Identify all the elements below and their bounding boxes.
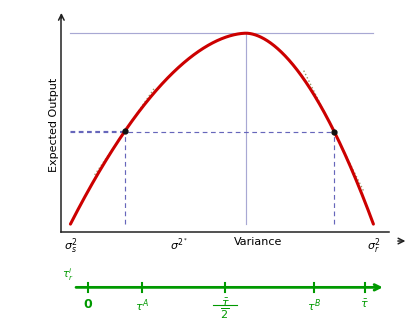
Text: $\tau^A$: $\tau^A$ (135, 297, 148, 314)
Text: $\tau^B$: $\tau^B$ (307, 297, 321, 314)
Text: $\bar{\tau}$: $\bar{\tau}$ (220, 297, 229, 309)
Text: $\overline{2}$: $\overline{2}$ (220, 307, 229, 321)
Text: $\bar{\tau}$: $\bar{\tau}$ (360, 297, 369, 310)
Text: $\sigma_r^2$: $\sigma_r^2$ (366, 236, 380, 256)
Text: $\tau_r^i$: $\tau_r^i$ (62, 266, 73, 283)
Y-axis label: Expected Output: Expected Output (49, 77, 58, 172)
Text: $\sigma^{2^*}$: $\sigma^{2^*}$ (171, 236, 189, 252)
Text: Variance: Variance (234, 236, 283, 247)
Text: $\sigma_s^2$: $\sigma_s^2$ (63, 236, 77, 256)
Text: $\mathbf{0}$: $\mathbf{0}$ (83, 297, 93, 310)
